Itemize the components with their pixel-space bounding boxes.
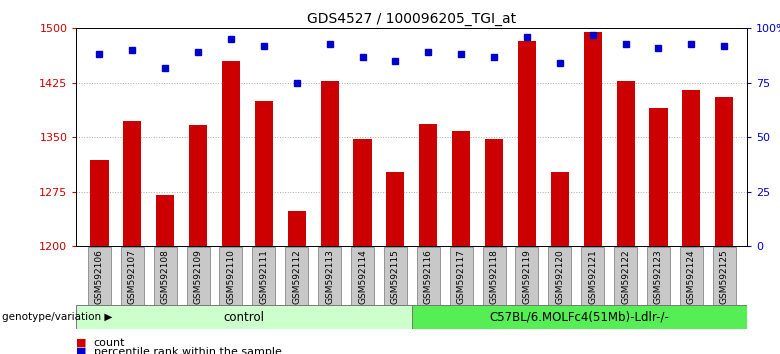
Bar [614, 247, 637, 306]
Bar [351, 247, 374, 306]
Bar [713, 247, 736, 306]
Text: GSM592109: GSM592109 [193, 249, 203, 304]
Bar [384, 247, 407, 306]
Bar [76, 305, 412, 329]
Text: ■: ■ [76, 338, 87, 348]
Bar [90, 160, 108, 246]
Text: GSM592121: GSM592121 [588, 249, 597, 304]
Bar [154, 247, 177, 306]
Bar [551, 172, 569, 246]
Text: GSM592108: GSM592108 [161, 249, 170, 304]
Bar [123, 121, 141, 246]
Bar [583, 32, 601, 246]
Text: GSM592107: GSM592107 [128, 249, 136, 304]
Bar [285, 247, 308, 306]
Text: GSM592106: GSM592106 [95, 249, 104, 304]
Bar [647, 247, 670, 306]
Bar [353, 139, 371, 246]
Bar [318, 247, 341, 306]
Text: GSM592124: GSM592124 [687, 249, 696, 304]
Bar [386, 172, 405, 246]
Text: GSM592110: GSM592110 [226, 249, 236, 304]
Bar [518, 41, 536, 246]
Bar [548, 247, 571, 306]
Bar [715, 97, 733, 246]
Bar [485, 139, 503, 246]
Text: GSM592116: GSM592116 [424, 249, 433, 304]
Text: control: control [224, 311, 264, 324]
Bar [680, 247, 703, 306]
Bar [516, 247, 538, 306]
Bar [417, 247, 440, 306]
Bar [156, 195, 174, 246]
Text: ■: ■ [76, 347, 87, 354]
Bar [452, 131, 470, 246]
Bar [412, 305, 747, 329]
Bar [253, 247, 275, 306]
Bar [682, 90, 700, 246]
Text: GSM592122: GSM592122 [621, 249, 630, 304]
Text: GSM592117: GSM592117 [456, 249, 466, 304]
Text: percentile rank within the sample: percentile rank within the sample [94, 347, 282, 354]
Text: GSM592111: GSM592111 [260, 249, 268, 304]
Bar [581, 247, 604, 306]
Bar [449, 247, 473, 306]
Text: C57BL/6.MOLFc4(51Mb)-Ldlr-/-: C57BL/6.MOLFc4(51Mb)-Ldlr-/- [490, 311, 669, 324]
Bar [616, 81, 635, 246]
Text: count: count [94, 338, 125, 348]
Text: GSM592113: GSM592113 [325, 249, 334, 304]
Bar [419, 124, 438, 246]
Text: GSM592118: GSM592118 [490, 249, 498, 304]
Text: GSM592115: GSM592115 [391, 249, 400, 304]
Bar [88, 247, 111, 306]
Bar [321, 81, 339, 246]
Text: GSM592119: GSM592119 [523, 249, 531, 304]
Bar [219, 247, 243, 306]
Text: genotype/variation ▶: genotype/variation ▶ [2, 312, 112, 322]
Text: GSM592120: GSM592120 [555, 249, 564, 304]
Text: GSM592112: GSM592112 [292, 249, 301, 304]
Title: GDS4527 / 100096205_TGI_at: GDS4527 / 100096205_TGI_at [307, 12, 516, 26]
Text: GSM592114: GSM592114 [358, 249, 367, 304]
Bar [483, 247, 505, 306]
Bar [288, 211, 306, 246]
Bar [650, 108, 668, 246]
Bar [255, 101, 273, 246]
Bar [121, 247, 144, 306]
Bar [186, 247, 210, 306]
Bar [189, 125, 207, 246]
Text: GSM592125: GSM592125 [720, 249, 729, 304]
Bar [222, 61, 240, 246]
Text: GSM592123: GSM592123 [654, 249, 663, 304]
